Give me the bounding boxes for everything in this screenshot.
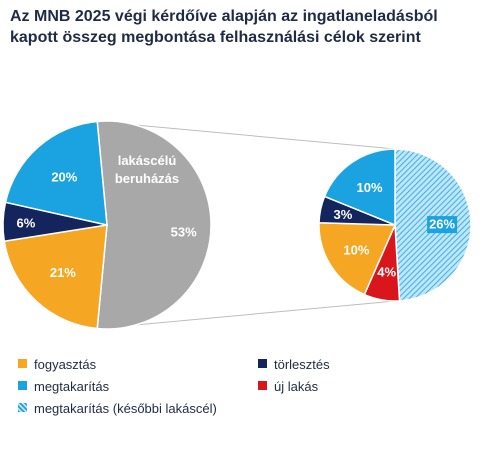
- legend-label-fogyaszt-s: fogyasztás: [34, 357, 97, 373]
- main-label-lak-sc-l-beruh-z-s-value: 53%: [171, 225, 197, 240]
- legend-swatch-t-rleszt-s: [258, 359, 267, 369]
- main-label-megtakar-t-s: 20%: [51, 170, 77, 185]
- main-slice-lak-sc-l-beruh-z-s: [96, 120, 212, 330]
- legend-item-megtakar-t-s: megtakarítás: [18, 378, 109, 394]
- legend-swatch-megtakar-t-s: [18, 381, 27, 391]
- detail-label-fogyaszt-s: 10%: [343, 242, 369, 257]
- detail-slice-megtakar-t-s: [323, 148, 396, 227]
- connector-line-bottom: [97, 300, 396, 330]
- chart-title: Az MNB 2025 végi kérdőíve alapján az ing…: [10, 6, 480, 48]
- main-pie: [2, 120, 212, 330]
- main-label-fogyaszt-s: 21%: [50, 265, 76, 280]
- detail-label-t-rleszt-s: 3%: [334, 207, 353, 222]
- detail-label-megtakar-t-s-k-s-bbi-lak-sc-l: 26%: [429, 217, 455, 232]
- legend-swatch-fogyaszt-s: [18, 359, 27, 369]
- chart-title-line-2: kapott összeg megbontása felhasználási c…: [10, 29, 421, 46]
- main-slice-megtakar-t-s: [4, 120, 108, 226]
- legend-label-megtakar-t-s-k-s-bbi-lak-sc-l: megtakarítás (későbbi lakáscél): [34, 401, 217, 417]
- legend-label-megtakar-t-s: megtakarítás: [34, 379, 110, 395]
- connector-line-top: [97, 120, 396, 150]
- legend-item-t-rleszt-s: törlesztés: [258, 356, 330, 372]
- chart-title-line-1: Az MNB 2025 végi kérdőíve alapján az ing…: [10, 8, 438, 25]
- legend-item-j-lak-s: új lakás: [258, 378, 318, 394]
- legend-item-fogyaszt-s: fogyasztás: [18, 356, 96, 372]
- main-slice-fogyaszt-s: [3, 224, 108, 330]
- main-label-lak-sc-l-beruh-z-s-name-1: lakáscélú: [118, 153, 177, 168]
- slice-labels: 53% lakáscélú beruházás 21% 6% 20% 26% 4% 10% 3% 1…: [17, 153, 458, 280]
- detail-label-j-lak-s: 4%: [377, 264, 396, 279]
- legend-label-j-lak-s: új lakás: [274, 379, 319, 395]
- main-label-t-rleszt-s: 6%: [17, 215, 36, 230]
- detail-label-megtakar-t-s-k-s-bbi-lak-sc-l-box: [427, 216, 458, 234]
- main-label-lak-sc-l-beruh-z-s-name-2: beruházás: [115, 171, 179, 186]
- connector-lines: [97, 120, 396, 330]
- legend-swatch-megtakar-t-s-k-s-bbi-lak-sc-l: [18, 403, 27, 413]
- detail-label-megtakar-t-s: 10%: [357, 180, 383, 195]
- detail-slice-fogyaszt-s: [318, 221, 397, 296]
- legend-label-t-rleszt-s: törlesztés: [274, 357, 330, 373]
- legend-swatch-j-lak-s: [258, 381, 267, 391]
- legend-item-megtakar-t-s-k-s-bbi-lak-sc-l: megtakarítás (későbbi lakáscél): [18, 400, 217, 416]
